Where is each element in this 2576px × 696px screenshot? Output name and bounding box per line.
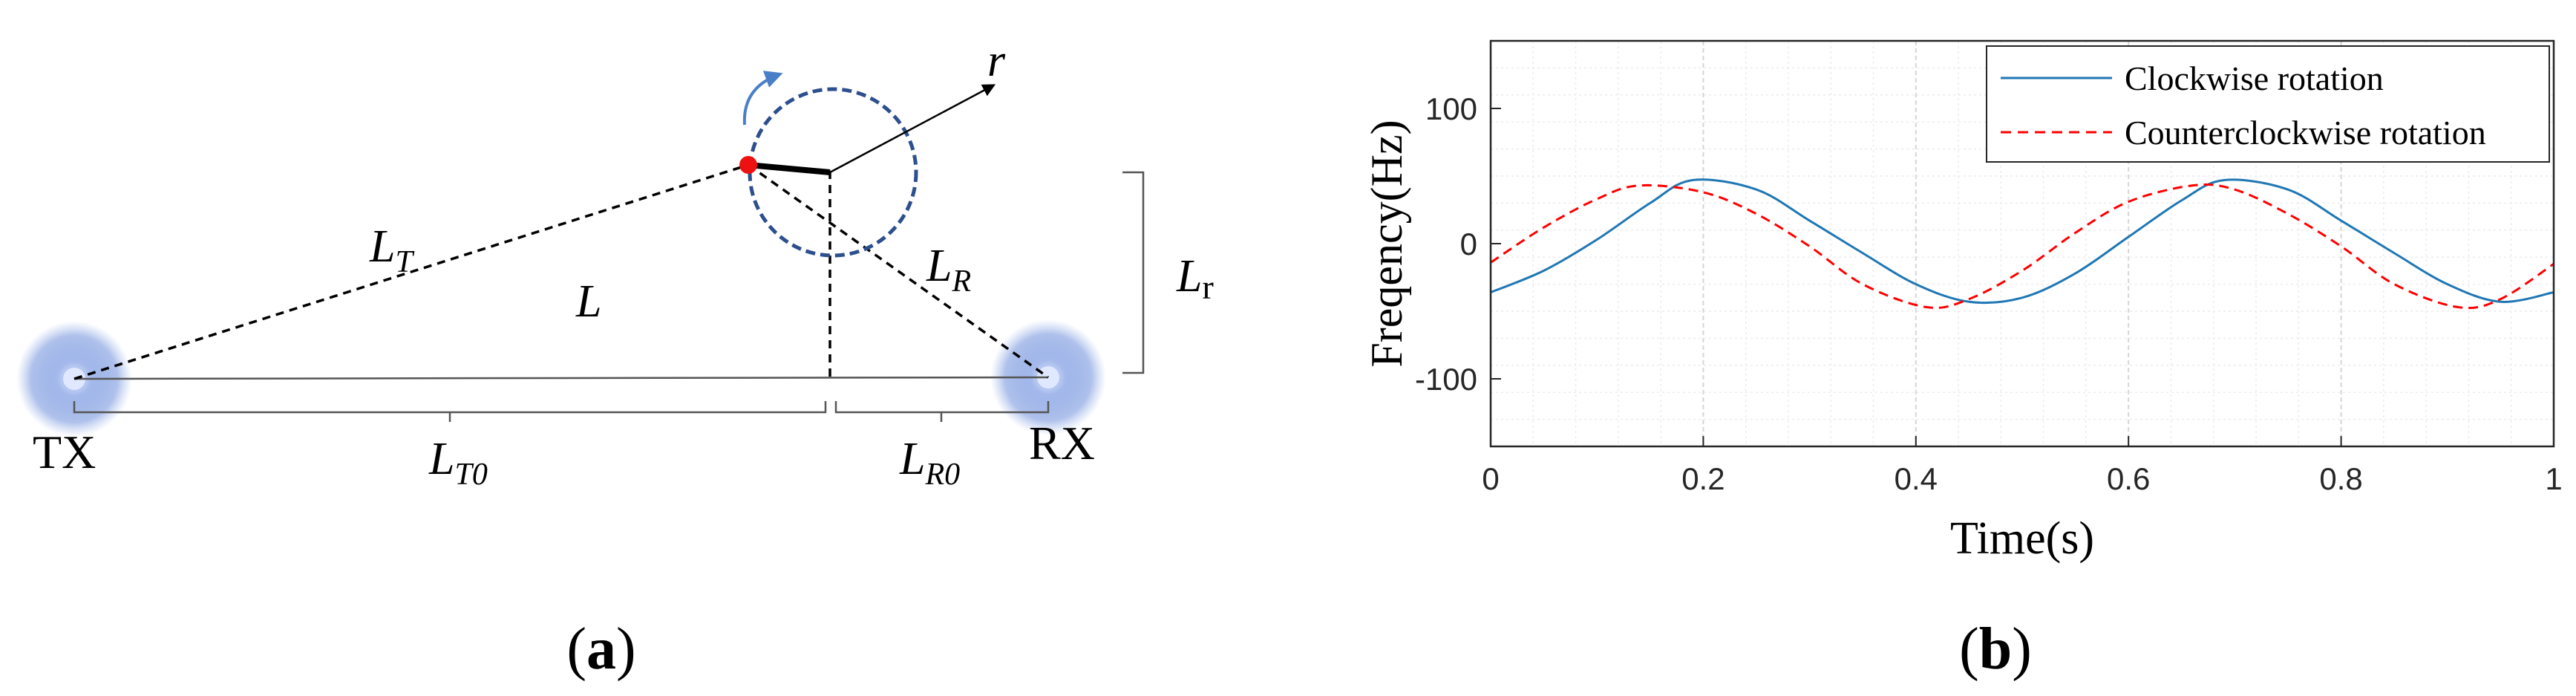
- label-tx: TX: [33, 426, 96, 478]
- blade: [748, 162, 831, 175]
- x-tick-label: 0: [1482, 461, 1499, 496]
- path-lr-line: [747, 163, 1050, 379]
- y-tick-label: 0: [1460, 227, 1477, 261]
- series-line-counterclockwise: [1491, 183, 2554, 310]
- label-l: L: [575, 276, 601, 327]
- rotation-circle: [748, 87, 918, 258]
- label-rx: RX: [1029, 417, 1095, 469]
- x-tick-label: 0.4: [1895, 461, 1938, 496]
- label-lr: LR: [926, 241, 971, 299]
- ticks: 0 0.2 0.4 0.6 0.8 1 100 0 -100: [1415, 91, 2563, 496]
- scatter-point-dot: [739, 156, 757, 174]
- x-tick-label: 1: [2545, 461, 2562, 496]
- y-tick-label: -100: [1415, 362, 1477, 397]
- x-tick-label: 0.8: [2319, 461, 2362, 496]
- label-lt: LT: [369, 221, 414, 279]
- x-tick-label: 0.2: [1681, 461, 1725, 496]
- lt0-bracket: [73, 401, 827, 422]
- label-lr-height: Lr: [1176, 251, 1214, 306]
- r-vector: [829, 84, 996, 174]
- legend: Clockwise rotation Counterclockwise rota…: [1986, 45, 2550, 163]
- lr0-bracket: [834, 401, 1050, 422]
- series-line-clockwise: [1491, 178, 2554, 305]
- y-tick-label: 100: [1425, 91, 1477, 126]
- caption-a: (a): [566, 617, 635, 682]
- path-lt-line: [73, 163, 749, 380]
- caption-b: (b): [1959, 617, 2032, 682]
- legend-label-clockwise: Clockwise rotation: [2125, 59, 2384, 97]
- legend-box: [1986, 45, 2550, 163]
- legend-label-counterclockwise: Counterclockwise rotation: [2125, 114, 2486, 152]
- x-axis-label: Time(s): [1950, 513, 2094, 564]
- rotation-arrow-icon: [742, 71, 783, 126]
- baseline-l: [73, 376, 1049, 380]
- x-tick-label: 0.6: [2107, 461, 2150, 496]
- y-axis-label: Freqency(Hz): [1362, 120, 1411, 367]
- label-lr0: LR0: [899, 434, 960, 492]
- series-group: [1491, 178, 2554, 310]
- label-lt0: LT0: [428, 434, 488, 492]
- lr-bracket: [1122, 171, 1145, 374]
- geometry-diagram: r LT LR L Lr LT0 LR0 TX RX (a): [16, 36, 1214, 682]
- frequency-chart: 0 0.2 0.4 0.6 0.8 1 100 0 -100 Time(s) Freqency(…: [1362, 39, 2563, 682]
- label-r: r: [987, 36, 1006, 86]
